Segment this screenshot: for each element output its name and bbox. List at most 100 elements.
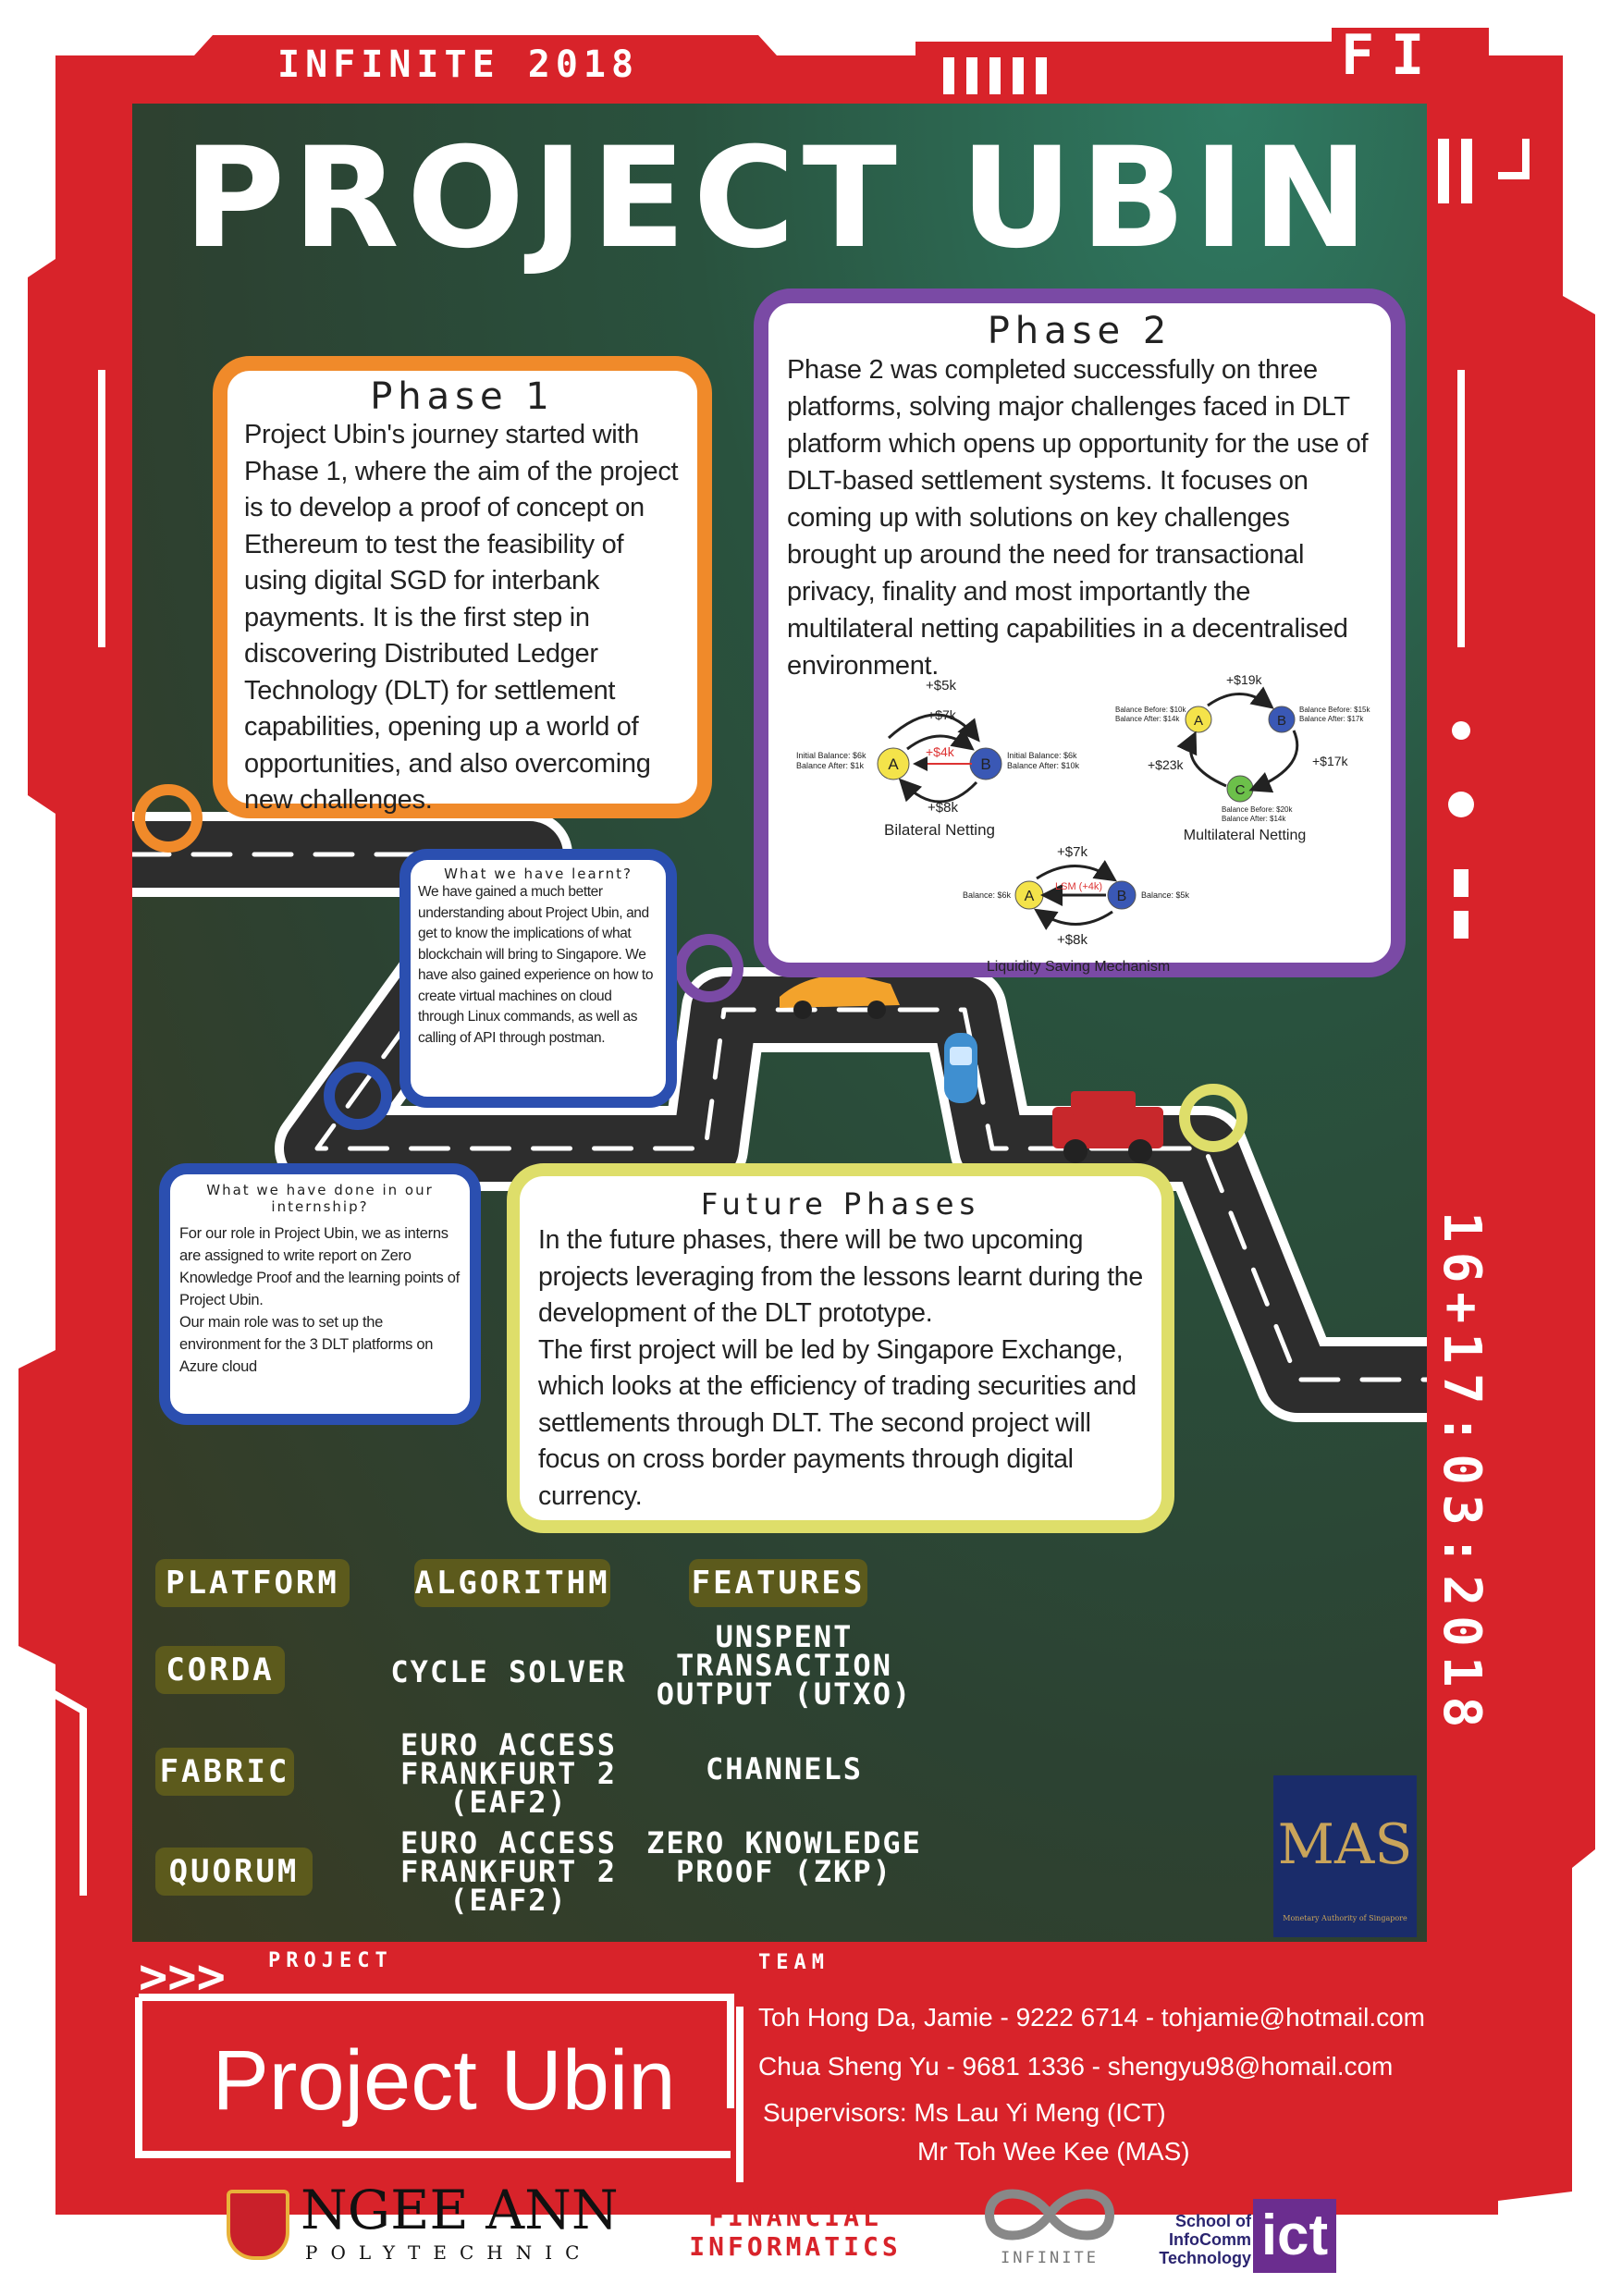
pin-phase1-icon: [134, 784, 203, 853]
algorithm-corda: CYCLE SOLVER: [390, 1654, 627, 1689]
ngee-ann-logo: NGEE ANN: [301, 2179, 619, 2241]
lsm-b-note: Balance: $5k: [1141, 890, 1190, 900]
bilateral-b-note2: Balance After: $10k: [1007, 761, 1080, 770]
multilateral-b-note2: Balance After: $17k: [1299, 715, 1364, 723]
multilateral-c-note1: Balance Before: $20k: [1222, 805, 1293, 814]
lsm-diagram: A B +$7k LSM (+4k) +$8k Balance: $6k Bal…: [963, 844, 1190, 975]
mas-caption: Monetary Authority of Singapore: [1283, 1914, 1407, 1922]
platform-fabric: FABRIC: [155, 1748, 294, 1796]
lsm-flow-top: +$7k: [1057, 844, 1087, 860]
pin-phase2-icon: [675, 934, 743, 1002]
mas-logo: MAS Monetary Authority of Singapore: [1273, 1775, 1417, 1937]
page-title: PROJECT UBIN: [183, 118, 1376, 279]
multilateral-flow-ca: +$23k: [1148, 757, 1185, 772]
supervisor-1: Supervisors: Ms Lau Yi Meng (ICT): [763, 2098, 1166, 2127]
supervisor-2: Mr Toh Wee Kee (MAS): [917, 2137, 1190, 2166]
phase2-title: Phase 2: [987, 310, 1173, 352]
infinite-logo-text: INFINITE: [1001, 2249, 1099, 2267]
learnt-bubble: What we have learnt? We have gained a mu…: [399, 849, 677, 1108]
algorithm-fabric: EURO ACCESS FRANKFURT 2 (EAF2): [400, 1727, 617, 1820]
project-name: Project Ubin: [212, 2033, 676, 2128]
bilateral-label: Bilateral Netting: [884, 821, 995, 839]
multilateral-b-note1: Balance Before: $15k: [1299, 706, 1370, 714]
ict-line3: Technology: [1159, 2249, 1251, 2267]
lsm-node-b: B: [1117, 889, 1127, 904]
features-fabric: CHANNELS: [705, 1751, 864, 1786]
ict-school-text: School of InfoComm Technology: [1151, 2212, 1251, 2267]
future-title: Future Phases: [700, 1186, 981, 1222]
algorithm-quorum: EURO ACCESS FRANKFURT 2 (EAF2): [400, 1825, 617, 1918]
multilateral-label: Multilateral Netting: [1184, 828, 1307, 843]
mas-logo-text: MAS: [1277, 1812, 1413, 1877]
blue-car: [944, 1033, 977, 1103]
ict-line1: School of: [1175, 2212, 1251, 2230]
team-label: TEAM: [758, 1951, 829, 1974]
future-bubble: Future Phases In the future phases, ther…: [507, 1163, 1174, 1533]
table-header-features: FEATURES: [689, 1559, 867, 1607]
bilateral-a-note2: Balance After: $1k: [796, 761, 865, 770]
red-car: [1052, 1091, 1163, 1163]
multilateral-node-a: A: [1194, 713, 1203, 729]
corner-code: FI: [1341, 23, 1442, 88]
features-quorum: ZERO KNOWLEDGE PROOF (ZKP): [646, 1825, 922, 1889]
ngee-ann-sub: POLYTECHNIC: [305, 2241, 593, 2264]
ngee-ann-crest-icon: [227, 2190, 289, 2260]
future-text1: In the future phases, there will be two …: [538, 1225, 1143, 1328]
bilateral-flow-bottom: +$8k: [928, 800, 958, 816]
future-text2: The first project will be led by Singapo…: [538, 1334, 1137, 1511]
orange-car: [780, 974, 900, 1019]
bilateral-flow-top2: +$7k: [928, 707, 957, 722]
done-bubble: What we have done in our internship? For…: [159, 1163, 481, 1425]
team-member-2: Chua Sheng Yu - 9681 1336 - shengyu98@ho…: [758, 2052, 1394, 2081]
phase2-text: Phase 2 was completed successfully on th…: [787, 355, 1369, 681]
date-side-code: 16+17:03:2018: [1432, 1211, 1492, 1737]
netting-diagrams: .dl { font-family: "Liberation Sans", sa…: [796, 673, 1370, 975]
lsm-flow-bottom: +$8k: [1057, 932, 1087, 948]
phase1-title: Phase 1: [370, 375, 555, 418]
lsm-label: Liquidity Saving Mechanism: [987, 959, 1170, 975]
bilateral-flow-net: +$4k: [926, 744, 955, 759]
multilateral-c-note2: Balance After: $14k: [1222, 815, 1286, 823]
multilateral-a-note2: Balance After: $14k: [1115, 715, 1180, 723]
table-header-algorithm: ALGORITHM: [414, 1559, 610, 1607]
lsm-flow-mid: LSM (+4k): [1055, 881, 1102, 892]
multilateral-a-note1: Balance Before: $10k: [1115, 706, 1186, 714]
bilateral-node-b: B: [980, 755, 990, 773]
bilateral-diagram: A B +$5k +$7k +$4k +$8k Initial Balance:…: [796, 678, 1080, 839]
platform-corda: CORDA: [155, 1646, 285, 1694]
project-label: PROJECT: [268, 1949, 393, 1972]
fi-logo: FINANCIAL INFORMATICS: [647, 2203, 943, 2262]
fi-line1: FINANCIAL: [708, 2202, 882, 2232]
multilateral-flow-ab: +$19k: [1226, 673, 1263, 687]
ict-line2: InfoComm: [1169, 2230, 1251, 2249]
bilateral-flow-top1: +$5k: [926, 678, 956, 694]
fi-line2: INFORMATICS: [689, 2231, 902, 2262]
lsm-node-a: A: [1025, 889, 1035, 904]
pin-learnt-icon: [324, 1062, 392, 1130]
multilateral-diagram: A B C +$19k +$17k +$23k Balance Before: …: [1115, 673, 1370, 843]
table-header-platform: PLATFORM: [155, 1559, 350, 1607]
done-text1: For our role in Project Ubin, we as inte…: [179, 1225, 460, 1308]
team-member-1: Toh Hong Da, Jamie - 9222 6714 - tohjami…: [758, 2003, 1425, 2032]
platform-quorum: QUORUM: [155, 1848, 313, 1896]
learnt-text: We have gained a much better understandi…: [418, 884, 654, 1046]
phase1-bubble: Phase 1 Project Ubin's journey started w…: [213, 356, 712, 818]
done-title: What we have done in our internship?: [206, 1182, 434, 1215]
multilateral-node-c: C: [1235, 782, 1246, 798]
bilateral-a-note1: Initial Balance: $6k: [796, 751, 866, 760]
features-corda: UNSPENT TRANSACTION OUTPUT (UTXO): [656, 1619, 913, 1712]
done-text2: Our main role was to set up the environm…: [179, 1314, 434, 1375]
bilateral-b-note1: Initial Balance: $6k: [1007, 751, 1077, 760]
ict-logo: ict: [1253, 2199, 1336, 2273]
event-banner: INFINITE 2018: [277, 43, 640, 86]
multilateral-node-b: B: [1277, 713, 1286, 729]
lsm-a-note: Balance: $6k: [963, 890, 1012, 900]
phase1-text: Project Ubin's journey started with Phas…: [244, 420, 679, 815]
phase2-bubble: Phase 2 Phase 2 was completed successful…: [754, 289, 1406, 977]
chevron-icon: >>>: [139, 1949, 226, 2005]
multilateral-flow-bc: +$17k: [1312, 754, 1349, 768]
bilateral-node-a: A: [888, 755, 899, 773]
learnt-title: What we have learnt?: [444, 866, 633, 882]
infinity-icon: [984, 2189, 1115, 2241]
